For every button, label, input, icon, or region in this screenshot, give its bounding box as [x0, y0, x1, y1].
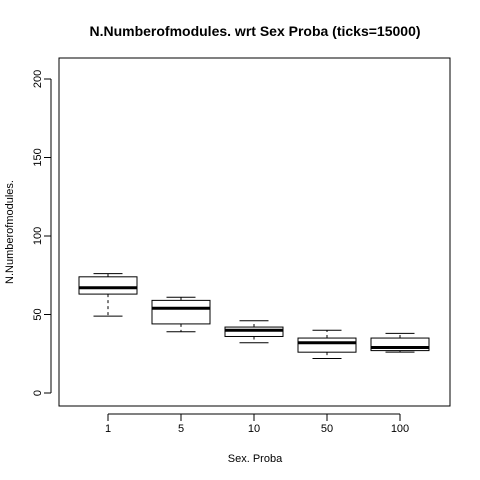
- x-tick-label: 50: [321, 423, 333, 435]
- x-axis-label: Sex. Proba: [228, 453, 283, 465]
- box-100: [370, 332, 430, 353]
- x-tick-label: 1: [105, 423, 111, 435]
- box-50: [297, 329, 357, 359]
- iqr-box: [224, 326, 284, 337]
- y-axis-label: N.Numberofmodules.: [4, 180, 16, 284]
- boxes-group: [78, 273, 430, 359]
- y-tick-label: 150: [32, 148, 44, 166]
- y-axis-ticks: 0 50 100 150 200: [32, 70, 51, 396]
- x-tick-label: 5: [178, 423, 184, 435]
- box-1: [78, 273, 138, 317]
- iqr-box: [78, 276, 138, 295]
- y-tick-label: 0: [32, 390, 44, 396]
- x-tick-label: 10: [248, 423, 260, 435]
- plot-frame: [58, 57, 451, 407]
- box-10: [224, 320, 284, 344]
- iqr-box: [297, 337, 357, 353]
- chart-title: N.Numberofmodules. wrt Sex Proba (ticks=…: [89, 23, 420, 39]
- y-tick-label: 200: [32, 70, 44, 88]
- y-tick-label: 50: [32, 308, 44, 320]
- x-tick-label: 100: [391, 423, 409, 435]
- x-axis-ticks: 1 5 10 50 100: [105, 414, 409, 435]
- box-5: [151, 296, 211, 333]
- iqr-box: [151, 299, 211, 325]
- y-tick-label: 100: [32, 227, 44, 245]
